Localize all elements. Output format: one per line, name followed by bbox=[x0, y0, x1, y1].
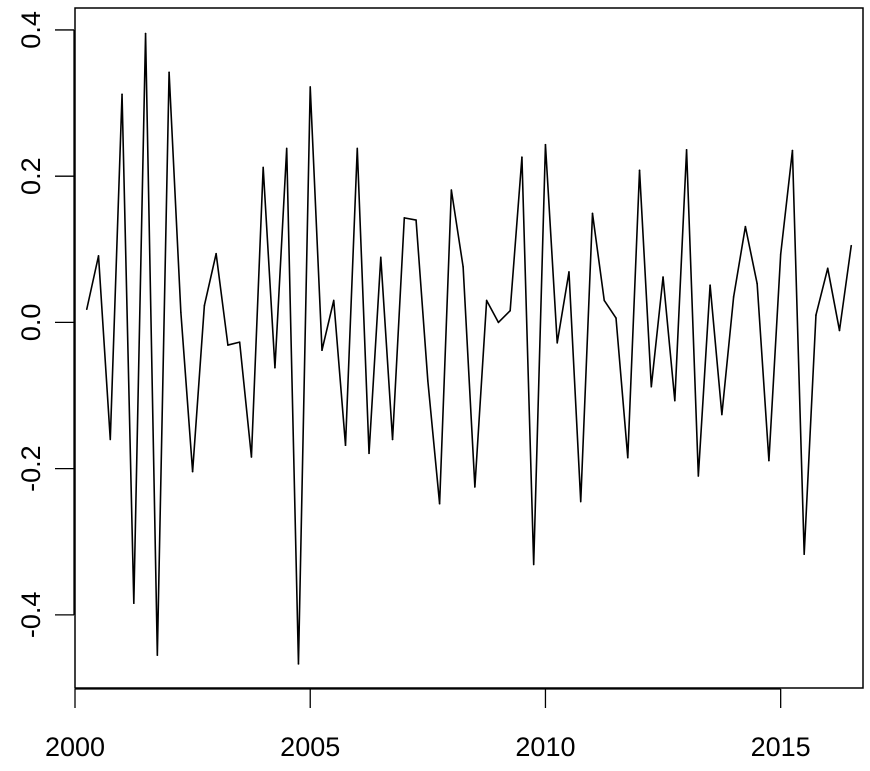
data-point bbox=[332, 299, 335, 302]
data-point bbox=[838, 329, 841, 332]
data-point bbox=[579, 500, 582, 503]
data-point bbox=[144, 32, 147, 35]
data-point bbox=[474, 486, 476, 488]
y-axis: -0.4 -0.2 0.0 0.2 0.4 bbox=[16, 11, 75, 639]
data-point bbox=[615, 317, 617, 319]
data-point bbox=[227, 344, 229, 346]
data-point bbox=[109, 438, 112, 441]
data-point bbox=[297, 663, 300, 665]
data-point bbox=[438, 502, 441, 505]
data-point bbox=[180, 311, 182, 313]
data-point bbox=[391, 438, 394, 441]
data-point bbox=[133, 602, 135, 604]
y-tick-label: 0.0 bbox=[16, 304, 46, 342]
data-point bbox=[509, 309, 511, 312]
series-points bbox=[85, 32, 853, 665]
data-point bbox=[274, 366, 276, 369]
data-point bbox=[591, 212, 594, 215]
data-point bbox=[485, 299, 488, 302]
data-point bbox=[850, 244, 853, 247]
y-tick-label: -0.2 bbox=[16, 445, 46, 492]
data-point bbox=[662, 276, 664, 278]
data-point bbox=[344, 444, 347, 447]
data-point bbox=[697, 475, 700, 477]
data-point bbox=[379, 256, 382, 259]
x-tick-label: 2000 bbox=[45, 732, 105, 762]
x-tick-label: 2010 bbox=[515, 732, 575, 762]
data-point bbox=[544, 143, 547, 146]
data-point bbox=[262, 166, 264, 169]
y-tick-label: 0.4 bbox=[16, 11, 46, 49]
data-point bbox=[626, 456, 629, 459]
data-point bbox=[356, 147, 359, 150]
data-point bbox=[309, 86, 312, 88]
x-tick-label: 2005 bbox=[280, 732, 340, 762]
data-point bbox=[415, 219, 417, 221]
y-tick-label: -0.4 bbox=[16, 592, 46, 639]
data-point bbox=[815, 314, 817, 316]
series-line bbox=[85, 32, 853, 665]
data-point bbox=[85, 308, 88, 311]
data-point bbox=[521, 156, 523, 158]
data-point bbox=[791, 149, 794, 152]
data-point bbox=[97, 255, 100, 257]
data-point bbox=[450, 189, 453, 191]
data-point bbox=[191, 470, 194, 473]
data-point bbox=[603, 299, 606, 302]
data-point bbox=[462, 266, 464, 268]
data-point bbox=[803, 553, 805, 555]
data-point bbox=[568, 271, 570, 273]
data-point bbox=[215, 252, 217, 255]
data-point bbox=[427, 380, 429, 382]
data-point bbox=[238, 341, 241, 343]
data-point bbox=[556, 342, 559, 344]
data-point bbox=[638, 169, 641, 172]
data-point bbox=[709, 284, 711, 286]
data-point bbox=[203, 304, 206, 307]
data-point bbox=[532, 563, 535, 566]
data-point bbox=[721, 413, 723, 416]
data-point bbox=[685, 149, 688, 151]
data-point bbox=[732, 296, 735, 298]
data-point bbox=[250, 456, 253, 458]
data-point bbox=[368, 452, 370, 455]
y-tick-label: 0.2 bbox=[16, 157, 46, 195]
data-point bbox=[156, 654, 159, 656]
data-point bbox=[285, 147, 288, 150]
x-tick-label: 2015 bbox=[751, 732, 811, 762]
data-point bbox=[674, 399, 676, 402]
data-point bbox=[756, 282, 758, 285]
data-point bbox=[744, 225, 747, 228]
data-point bbox=[403, 217, 406, 219]
data-point bbox=[321, 349, 323, 351]
data-point bbox=[168, 71, 170, 74]
data-point bbox=[768, 459, 770, 462]
plot-frame bbox=[74, 7, 864, 689]
data-point bbox=[497, 321, 500, 324]
data-point bbox=[650, 385, 653, 388]
data-point bbox=[826, 267, 829, 270]
data-point bbox=[121, 93, 123, 96]
x-axis: 2000 2005 2010 2015 bbox=[45, 688, 811, 762]
data-point bbox=[779, 253, 782, 256]
